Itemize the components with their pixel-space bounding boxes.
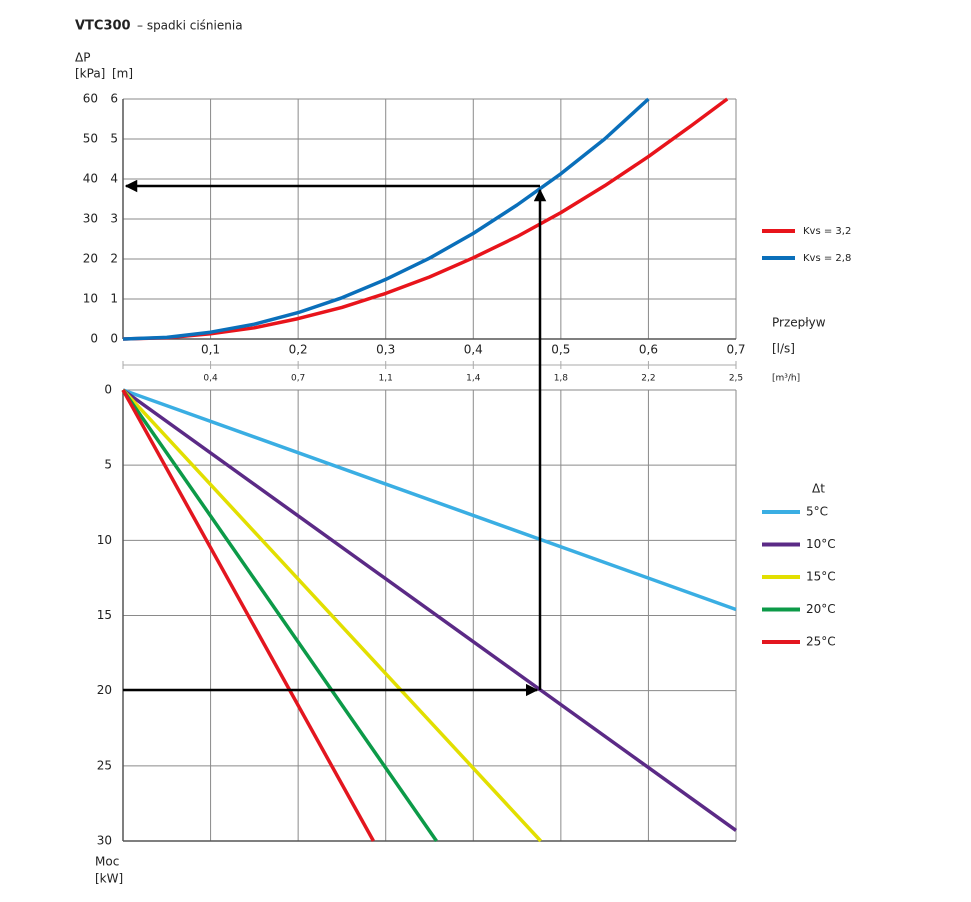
x-tick-label: 0,6 — [639, 343, 658, 357]
y-tick-label: 50 — [83, 132, 98, 146]
x-tick-label: 0,3 — [376, 343, 395, 357]
y-tick-label: 15 — [97, 608, 112, 622]
y-tick-label: 60 — [83, 92, 98, 106]
x2-tick-label: 1,4 — [466, 374, 481, 384]
legend-label: Kvs = 3,2 — [803, 226, 851, 237]
chart-title: VTC300 — [75, 19, 131, 34]
legend-label: 20°C — [806, 602, 836, 616]
y2-tick-label: 5 — [110, 132, 118, 146]
x2-tick-label: 0,7 — [291, 374, 305, 384]
y-tick-label: 0 — [90, 332, 98, 346]
y2-tick-label: 4 — [110, 172, 118, 186]
y2-tick-label: 6 — [110, 92, 118, 106]
y-tick-label: 40 — [83, 172, 98, 186]
data-line — [122, 97, 729, 341]
legend-label: 15°C — [806, 570, 836, 584]
legend-label: 5°C — [806, 505, 828, 519]
data-line — [122, 388, 737, 612]
y-tick-label: 25 — [97, 758, 112, 772]
y-tick-label: 20 — [83, 252, 98, 266]
x-tick-label: 0,2 — [289, 343, 308, 357]
x2-axis-unit: [m³/h] — [772, 374, 800, 384]
y-axis-label: ΔP — [75, 51, 90, 65]
y-tick-label: 10 — [83, 292, 98, 306]
x-tick-label: 0,4 — [464, 343, 483, 357]
y-tick-label: 10 — [97, 533, 112, 547]
x-tick-label: 0,1 — [201, 343, 220, 357]
y-tick-label: 0 — [104, 383, 112, 397]
reading-arrows — [123, 179, 547, 697]
legend-label: 10°C — [806, 537, 836, 551]
x-axis-unit: [l/s] — [772, 342, 795, 356]
y-axis-label: Moc — [95, 855, 119, 869]
y2-tick-label: 1 — [110, 292, 118, 306]
data-line — [122, 97, 650, 341]
y2-tick-label: 2 — [110, 252, 118, 266]
y2-tick-label: 3 — [110, 212, 118, 226]
y-tick-label: 20 — [97, 683, 112, 697]
x-axis-label: Przepływ — [772, 316, 826, 330]
y-axis-unit: [kPa] — [75, 67, 105, 81]
data-line — [121, 389, 375, 842]
legend-label: 25°C — [806, 635, 836, 649]
y-tick-label: 30 — [83, 212, 98, 226]
y-tick-label: 30 — [97, 834, 112, 848]
y-axis-unit: [kW] — [95, 872, 123, 886]
y2-axis-unit: [m] — [112, 67, 133, 81]
x2-tick-label: 0,4 — [203, 374, 218, 384]
x-tick-label: 0,7 — [726, 343, 745, 357]
x2-tick-label: 2,2 — [641, 374, 655, 384]
x2-tick-label: 1,8 — [554, 374, 569, 384]
chart-subtitle: – spadki ciśnienia — [137, 19, 243, 33]
x2-tick-label: 1,1 — [379, 374, 393, 384]
data-line — [121, 388, 542, 843]
x2-tick-label: 2,5 — [729, 374, 743, 384]
legend-label: Kvs = 2,8 — [803, 253, 851, 264]
y2-tick-label: 0 — [110, 332, 118, 346]
legend-title: Δt — [812, 482, 825, 496]
x-tick-label: 0,5 — [551, 343, 570, 357]
y-tick-label: 5 — [104, 458, 112, 472]
data-line — [121, 389, 438, 842]
data-line — [121, 388, 738, 832]
